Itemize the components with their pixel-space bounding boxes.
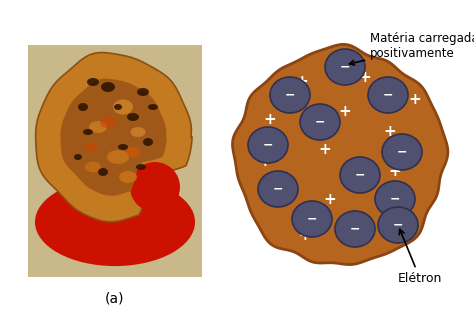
Text: +: + <box>338 105 351 120</box>
Ellipse shape <box>143 138 153 146</box>
Text: Elétron: Elétron <box>398 229 442 285</box>
Text: −: − <box>263 139 273 152</box>
Text: Matéria carregada
positivamente: Matéria carregada positivamente <box>349 32 474 65</box>
Ellipse shape <box>35 178 195 266</box>
Ellipse shape <box>114 104 122 110</box>
Ellipse shape <box>136 164 146 170</box>
Ellipse shape <box>258 171 298 207</box>
Text: +: + <box>389 165 401 179</box>
Ellipse shape <box>130 162 180 212</box>
Text: (a): (a) <box>105 292 125 306</box>
Ellipse shape <box>118 144 128 150</box>
Ellipse shape <box>270 77 310 113</box>
Ellipse shape <box>335 211 375 247</box>
Ellipse shape <box>98 168 108 176</box>
Ellipse shape <box>101 82 115 92</box>
Ellipse shape <box>137 88 149 96</box>
Text: +: + <box>379 197 392 212</box>
Text: +: + <box>354 235 366 249</box>
Ellipse shape <box>107 150 129 164</box>
Ellipse shape <box>85 142 97 152</box>
Bar <box>28 45 202 277</box>
Ellipse shape <box>127 113 139 121</box>
Text: +: + <box>409 92 421 107</box>
Text: +: + <box>259 154 272 170</box>
Ellipse shape <box>340 157 380 193</box>
Text: −: − <box>273 183 283 196</box>
Ellipse shape <box>368 77 408 113</box>
Text: +: + <box>264 112 276 126</box>
Ellipse shape <box>74 154 82 160</box>
Text: +: + <box>401 211 414 227</box>
Polygon shape <box>36 53 192 222</box>
Ellipse shape <box>100 116 116 128</box>
Ellipse shape <box>87 78 99 86</box>
Ellipse shape <box>130 127 146 137</box>
Polygon shape <box>233 44 448 265</box>
Text: −: − <box>397 146 407 158</box>
Text: −: − <box>355 169 365 182</box>
Text: +: + <box>359 69 371 85</box>
Text: −: − <box>340 61 350 74</box>
Ellipse shape <box>325 49 365 85</box>
Text: −: − <box>350 223 360 236</box>
Text: +: + <box>383 125 396 139</box>
Ellipse shape <box>113 100 133 114</box>
Ellipse shape <box>119 171 137 183</box>
Text: +: + <box>299 228 311 243</box>
Ellipse shape <box>83 129 93 135</box>
Text: −: − <box>390 192 400 205</box>
Ellipse shape <box>292 201 332 237</box>
Text: −: − <box>285 88 295 101</box>
Ellipse shape <box>378 207 418 243</box>
Ellipse shape <box>78 103 88 111</box>
Text: −: − <box>307 212 317 225</box>
Text: +: + <box>319 141 331 157</box>
Polygon shape <box>60 79 167 196</box>
Ellipse shape <box>248 127 288 163</box>
Text: −: − <box>393 218 403 231</box>
Ellipse shape <box>126 147 140 157</box>
Ellipse shape <box>89 121 107 133</box>
Ellipse shape <box>85 161 101 172</box>
Ellipse shape <box>300 104 340 140</box>
Text: −: − <box>315 115 325 128</box>
Ellipse shape <box>375 181 415 217</box>
Text: +: + <box>279 191 292 206</box>
Ellipse shape <box>148 104 158 110</box>
Text: +: + <box>296 74 309 89</box>
Ellipse shape <box>382 134 422 170</box>
Text: +: + <box>324 191 337 206</box>
Text: −: − <box>383 88 393 101</box>
